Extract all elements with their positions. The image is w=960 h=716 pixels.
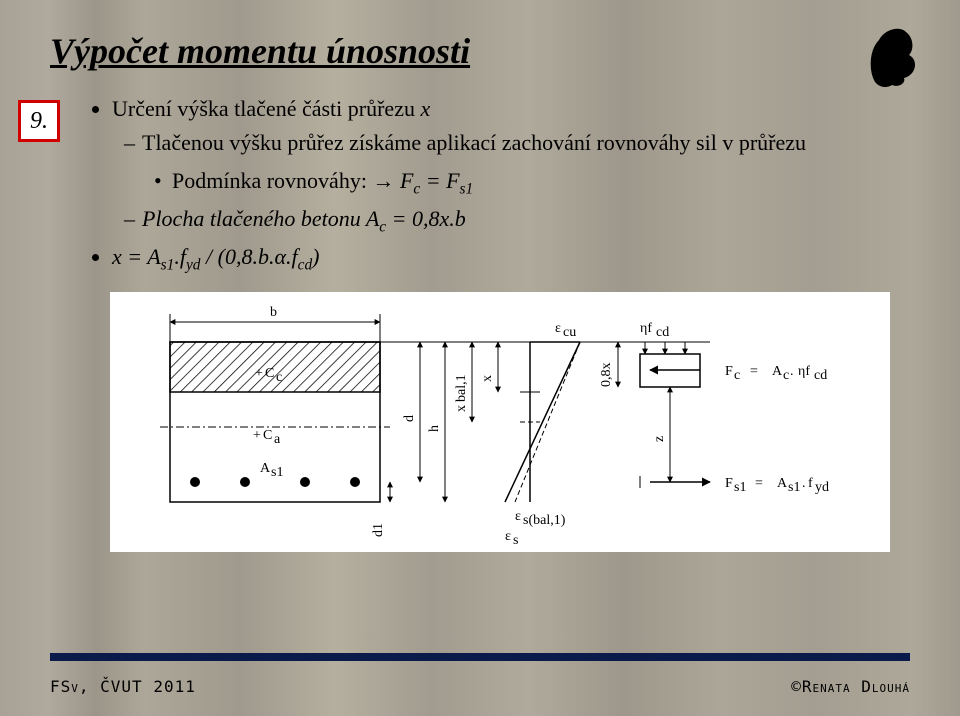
svg-text:ηf: ηf (798, 364, 810, 379)
svg-text:cd: cd (814, 368, 827, 383)
svg-text:s(bal,1): s(bal,1) (523, 513, 566, 528)
footer-right: ©Renata Dlouhá (791, 677, 910, 696)
bullet-sub2-text: Plocha tlačeného betonu Ac = 0,8x.b (142, 206, 466, 231)
svg-text:0,8x: 0,8x (599, 363, 614, 388)
svg-text:h: h (427, 425, 442, 432)
svg-text:=: = (750, 364, 758, 379)
formula-fc-fs1: Fc = Fs1 (400, 168, 473, 193)
svg-text:ε: ε (505, 529, 511, 544)
svg-text:bal,1: bal,1 (454, 375, 469, 403)
svg-text:s: s (513, 533, 518, 548)
footer: FSv, ČVUT 2011 ©Renata Dlouhá (50, 677, 910, 696)
svg-text:s1: s1 (271, 465, 283, 480)
svg-text:+: + (253, 428, 261, 443)
svg-text:C: C (263, 428, 272, 443)
content-block: Určení výška tlačené části průřezu x Tla… (90, 92, 910, 274)
svg-text:s1: s1 (734, 480, 746, 495)
svg-text:.: . (790, 364, 794, 379)
svg-text:A: A (777, 476, 788, 491)
cross-section: + C c + C a A s1 b (160, 305, 390, 537)
svg-text:=: = (755, 476, 763, 491)
svg-text:A: A (260, 461, 271, 476)
footer-rule (50, 653, 910, 661)
svg-text:F: F (725, 476, 733, 491)
step-number: 9. (30, 108, 48, 135)
svg-text:z: z (652, 436, 667, 442)
svg-text:yd: yd (815, 480, 829, 495)
slide: Výpočet momentu únosnosti 9. Určení výšk… (0, 0, 960, 716)
formula-x: x = As1.fyd / (0,8.b.α.fcd) (112, 244, 319, 269)
bullet-eq: x = As1.fyd / (0,8.b.α.fcd) (112, 240, 910, 274)
label-cc: + (255, 366, 263, 381)
svg-text:.: . (802, 476, 806, 491)
svg-text:ε: ε (515, 509, 521, 524)
svg-text:d1: d1 (371, 523, 386, 537)
cross-section-diagram: + C c + C a A s1 b (110, 292, 890, 552)
bullet-sub2: Plocha tlačeného betonu Ac = 0,8x.b (142, 202, 910, 236)
svg-text:ηf: ηf (640, 321, 652, 336)
strain-diagram: ε cu ε s(bal,1) ε s (505, 321, 580, 548)
svg-text:c: c (276, 370, 282, 385)
bullet-main-text: Určení výška tlačené části průřezu x (112, 96, 430, 121)
svg-text:d: d (402, 415, 417, 422)
step-number-box: 9. (18, 100, 60, 142)
svg-text:A: A (772, 364, 783, 379)
bullet-sub1: Tlačenou výšku průřez získáme aplikací z… (142, 126, 910, 160)
label-b: b (270, 305, 277, 320)
bullet-main: Určení výška tlačené části průřezu x Tla… (112, 92, 910, 236)
label-cc-t: C (265, 366, 274, 381)
footer-left: FSv, ČVUT 2011 (50, 677, 196, 696)
svg-text:x: x (480, 375, 495, 382)
svg-text:c: c (783, 368, 789, 383)
svg-text:s1: s1 (788, 480, 800, 495)
stress-block: 0,8x ηf cd F c = A c . ηf cd (599, 321, 829, 495)
svg-text:a: a (274, 432, 281, 447)
svg-text:cd: cd (656, 325, 669, 340)
logo-lion-icon (864, 20, 920, 90)
svg-text:x: x (454, 405, 469, 412)
svg-text:cu: cu (563, 325, 576, 340)
svg-text:f: f (808, 476, 813, 491)
vertical-dims: d h x bal,1 x (402, 342, 498, 502)
bullet-sub1a: Podmínka rovnováhy: → Fc = Fs1 (172, 164, 910, 198)
svg-text:F: F (725, 364, 733, 379)
page-title: Výpočet momentu únosnosti (50, 30, 910, 72)
svg-text:c: c (734, 368, 740, 383)
svg-text:ε: ε (555, 321, 561, 336)
